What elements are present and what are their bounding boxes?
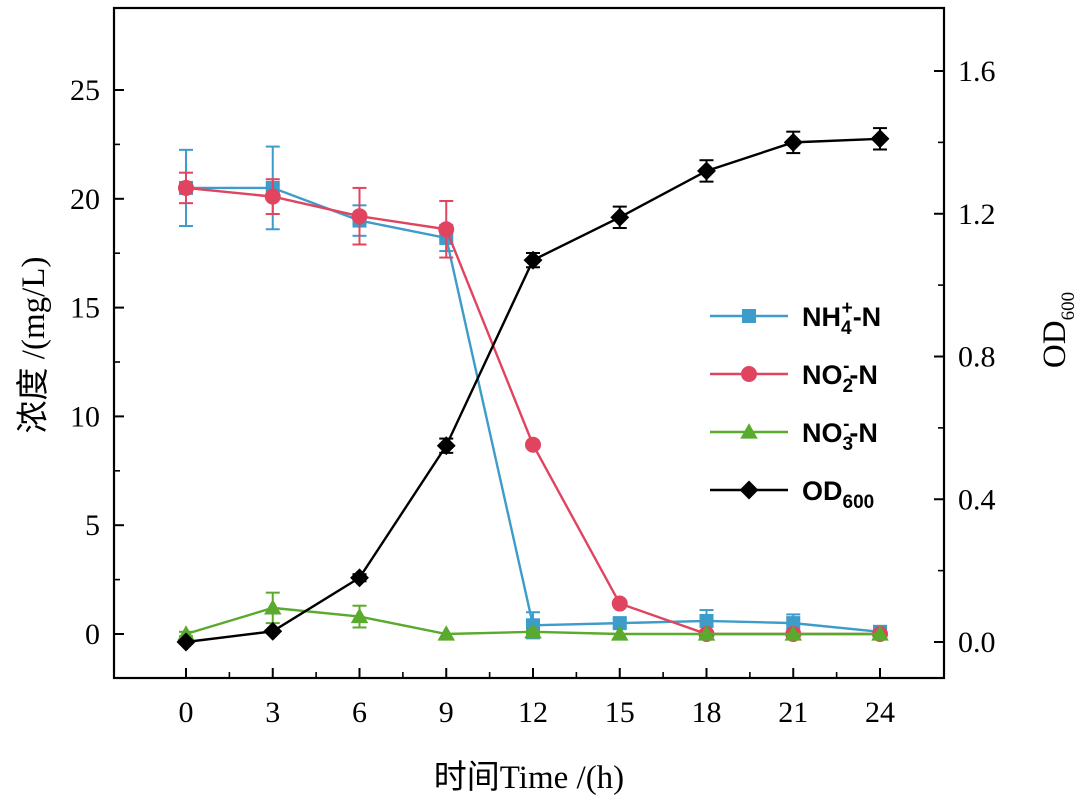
y-tick-label: 15 xyxy=(70,292,100,325)
data-point xyxy=(436,436,456,456)
y2-axis-title: OD600 xyxy=(1037,292,1079,368)
data-point xyxy=(351,208,368,225)
legend-label: NO2--N xyxy=(802,356,878,397)
legend-item-0: NH4+-N xyxy=(710,298,881,339)
legend-item-3: OD600 xyxy=(710,476,874,513)
legend-marker xyxy=(739,480,759,500)
y2-tick-label: 1.6 xyxy=(958,55,996,88)
data-point xyxy=(350,607,369,624)
y-axis-title: 浓度 /(mg/L) xyxy=(15,257,52,434)
data-point xyxy=(784,625,802,641)
legend-label-main: NO xyxy=(802,418,843,448)
legend-label-sub: 3 xyxy=(843,434,854,455)
y2-tick-label: 0.4 xyxy=(958,483,996,516)
y-tick-label: 25 xyxy=(70,74,100,107)
series-3 xyxy=(176,127,890,652)
x-tick-label: 6 xyxy=(352,696,367,729)
series-layer xyxy=(176,127,890,652)
legend-label-main: NO xyxy=(802,360,843,390)
data-point xyxy=(871,625,889,641)
y2-tick-label: 0.0 xyxy=(958,626,996,659)
legend-label-sup: - xyxy=(843,356,849,377)
legend-label-main: NH xyxy=(802,302,841,332)
legend-label: OD600 xyxy=(802,476,874,513)
legend-label-tail: -N xyxy=(853,302,882,332)
legend-label-sup: + xyxy=(842,298,853,319)
y2-tick-label: 1.2 xyxy=(958,198,996,231)
legend-label-sub: 4 xyxy=(841,318,852,339)
y2-axis-title-sub: 600 xyxy=(1058,292,1079,321)
data-point xyxy=(697,625,716,641)
x-tick-label: 18 xyxy=(692,696,722,729)
data-point xyxy=(437,625,455,641)
data-point xyxy=(176,632,196,652)
series-1 xyxy=(178,171,888,642)
data-point xyxy=(178,179,194,196)
legend-label-sup: - xyxy=(843,414,849,435)
legend-marker xyxy=(741,366,757,382)
data-point xyxy=(264,188,281,205)
legend-label-tail: -N xyxy=(849,418,878,448)
legend-label: NH4+-N xyxy=(802,298,881,339)
x-tick-label: 12 xyxy=(518,696,548,729)
data-point xyxy=(870,129,890,149)
y-tick-label: 10 xyxy=(70,400,100,433)
legend-marker xyxy=(740,423,758,439)
series-0 xyxy=(179,145,887,640)
x-tick-label: 0 xyxy=(179,696,194,729)
legend-item-1: NO2--N xyxy=(710,356,878,397)
data-point xyxy=(611,595,628,612)
legend-label-main: OD xyxy=(802,476,843,506)
data-point xyxy=(786,616,801,631)
data-point xyxy=(525,436,541,453)
plot-frame xyxy=(112,6,946,680)
x-tick-label: 9 xyxy=(439,696,454,729)
data-point xyxy=(263,621,283,641)
data-point xyxy=(699,613,714,628)
x-axis-title: 时间Time /(h) xyxy=(434,760,624,796)
x-tick-label: 15 xyxy=(605,696,635,729)
data-point xyxy=(783,132,803,152)
legend-marker xyxy=(742,309,756,323)
legend-label: NO3--N xyxy=(802,414,878,455)
legend-label-tail: -N xyxy=(849,360,878,390)
x-tick-label: 24 xyxy=(865,696,895,729)
x-tick-label: 21 xyxy=(778,696,808,729)
data-point xyxy=(523,250,543,270)
data-point xyxy=(611,625,629,641)
data-point xyxy=(350,568,369,588)
series-line xyxy=(185,137,881,644)
data-point xyxy=(438,221,455,238)
y-tick-label: 20 xyxy=(70,183,100,216)
legend-label-sub: 600 xyxy=(843,492,875,513)
data-point xyxy=(524,623,542,639)
data-point xyxy=(612,616,627,631)
legend-label-sub: 2 xyxy=(843,376,854,397)
data-point xyxy=(697,161,716,181)
y2-tick-label: 0.8 xyxy=(958,341,996,374)
legend-item-2: NO3--N xyxy=(710,414,878,455)
data-point xyxy=(264,599,282,615)
x-tick-label: 3 xyxy=(265,696,280,729)
y-tick-label: 5 xyxy=(85,509,100,542)
y-tick-label: 0 xyxy=(85,618,100,651)
y2-axis-title-main: OD xyxy=(1037,320,1073,368)
data-point xyxy=(610,207,630,227)
